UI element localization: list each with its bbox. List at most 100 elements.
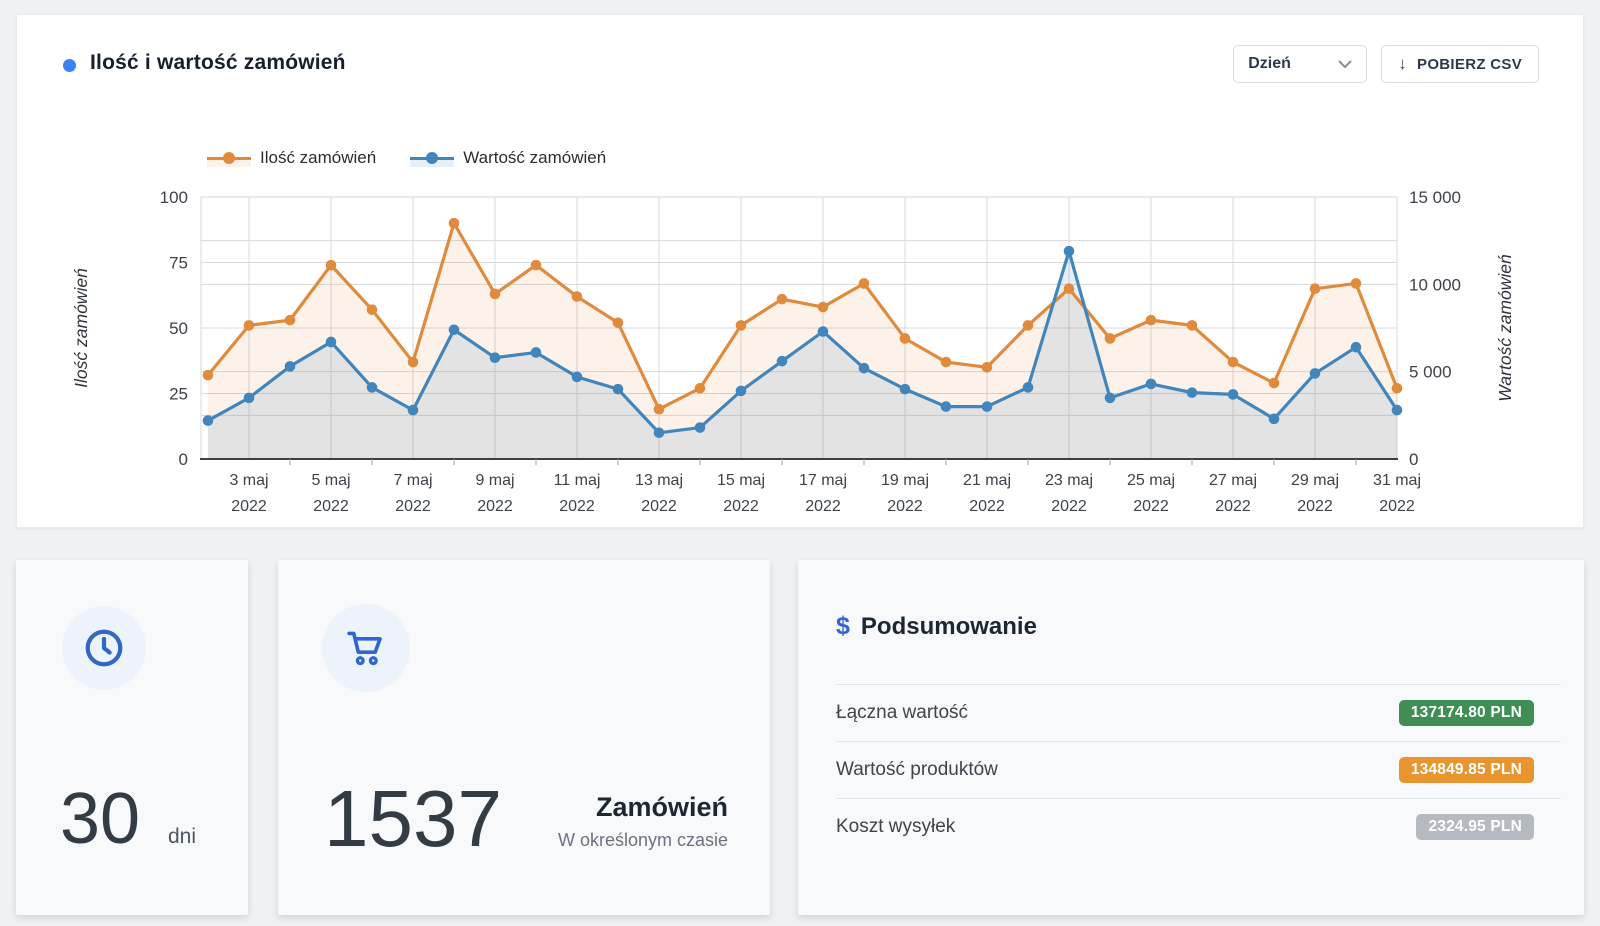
summary-row-products-value: Wartość produktów 134849.85 PLN — [836, 741, 1561, 798]
period-days-value: 30 — [60, 779, 141, 859]
data-point — [202, 369, 214, 381]
orders-chart-panel: Ilość i wartość zamówień Dzień ↓ POBIERZ… — [16, 14, 1584, 528]
data-point — [1145, 314, 1157, 326]
download-csv-label: POBIERZ CSV — [1417, 55, 1522, 73]
orders-card: 1537 Zamówień W określonym czasie — [278, 560, 770, 915]
data-point — [981, 362, 993, 373]
data-point — [817, 301, 829, 313]
data-point — [202, 415, 214, 426]
data-point — [1350, 278, 1362, 289]
clock-icon-circle — [62, 606, 146, 690]
orders-label: Zamówień — [595, 792, 728, 822]
chart-controls: Dzień ↓ POBIERZ CSV — [1233, 45, 1539, 83]
data-point — [407, 356, 419, 368]
svg-text:25: 25 — [169, 385, 188, 404]
data-point — [653, 427, 665, 439]
data-point — [899, 333, 911, 344]
period-select[interactable]: Dzień — [1233, 45, 1368, 83]
data-point — [571, 291, 583, 302]
status-badge: 2324.95 PLN — [1416, 814, 1534, 840]
summary-row-shipping-cost: Koszt wysyłek 2324.95 PLN — [836, 798, 1561, 855]
left-axis-title: Ilość zamówień — [71, 268, 91, 388]
axis-tick-labels: 0 25 50 75 100 0 5 000 10 000 15 000 3 maj 2022 5 m… — [160, 188, 1461, 515]
period-card: 30 dni — [16, 560, 248, 915]
summary-rows: Łączna wartość 137174.80 PLN Wartość pro… — [836, 684, 1561, 855]
data-point — [735, 320, 747, 331]
data-point — [735, 385, 747, 397]
status-badge: 137174.80 PLN — [1398, 700, 1534, 726]
orders-caption: Zamówień W określonym czasie — [558, 792, 728, 851]
series-area-0 — [208, 223, 1397, 459]
series-area-1 — [208, 251, 1397, 459]
orders-sublabel: W określonym czasie — [557, 830, 728, 850]
orders-count-value: 1537 — [324, 774, 502, 863]
download-icon: ↓ — [1398, 54, 1408, 73]
cart-icon-circle — [322, 604, 410, 692]
chart-canvas[interactable]: 0 25 50 75 100 0 5 000 10 000 15 000 3 maj 2022 5 m… — [17, 15, 1585, 529]
chart-legend: Ilość zamówień Wartość zamówień — [207, 148, 606, 168]
data-point — [489, 352, 501, 363]
svg-text:50: 50 — [169, 319, 188, 338]
data-point — [1227, 356, 1239, 368]
svg-text:5 000: 5 000 — [1409, 363, 1452, 382]
data-point — [243, 392, 255, 404]
data-point — [1063, 245, 1075, 257]
download-csv-button[interactable]: ↓ POBIERZ CSV — [1381, 45, 1539, 83]
data-point — [448, 217, 460, 229]
summary-row-total-value: Łączna wartość 137174.80 PLN — [836, 684, 1561, 741]
data-point — [653, 403, 665, 415]
data-point — [1186, 387, 1198, 398]
page-title: Ilość i wartość zamówień — [90, 51, 346, 74]
data-point — [1186, 320, 1198, 331]
data-point — [1227, 389, 1239, 400]
data-point — [899, 383, 911, 395]
clock-icon — [85, 629, 123, 667]
data-point — [1350, 341, 1362, 353]
series-points-0 — [202, 217, 1403, 415]
svg-text:10 000: 10 000 — [1409, 275, 1461, 294]
data-point — [243, 320, 255, 331]
data-point — [1104, 392, 1116, 404]
svg-text:75: 75 — [169, 254, 188, 273]
chart-gridlines — [200, 196, 1398, 459]
data-point — [1268, 413, 1280, 425]
data-point — [612, 383, 624, 395]
series-line-0 — [206, 221, 1399, 411]
legend-swatch-icon — [207, 149, 251, 167]
legend-item[interactable]: Wartość zamówień — [410, 148, 606, 168]
data-point — [1309, 368, 1321, 379]
data-point — [981, 401, 993, 412]
data-point — [1022, 382, 1034, 393]
data-point — [530, 259, 542, 271]
legend-item[interactable]: Ilość zamówień — [207, 148, 376, 168]
dollar-icon: $ — [836, 612, 850, 640]
data-point — [1022, 320, 1034, 331]
summary-title-label: Podsumowanie — [860, 612, 1037, 640]
period-select-value: Dzień — [1248, 55, 1291, 72]
data-point — [1063, 283, 1075, 295]
data-point — [448, 324, 460, 336]
right-axis-title: Wartość zamówień — [1495, 254, 1515, 402]
data-point — [1104, 333, 1116, 344]
period-days-unit: dni — [168, 825, 197, 848]
data-point — [1391, 404, 1403, 416]
title-bullet-icon — [63, 59, 76, 72]
status-badge: 134849.85 PLN — [1398, 757, 1534, 783]
series-points-1 — [202, 245, 1403, 439]
legend-label: Wartość zamówień — [463, 148, 607, 167]
data-point — [1268, 377, 1280, 389]
data-point — [325, 259, 337, 271]
summary-row-label: Łączna wartość — [836, 702, 969, 723]
series-line-1 — [206, 249, 1399, 435]
data-point — [366, 304, 378, 315]
svg-text:15 000: 15 000 — [1409, 188, 1461, 207]
data-point — [571, 371, 583, 383]
data-point — [776, 355, 788, 367]
